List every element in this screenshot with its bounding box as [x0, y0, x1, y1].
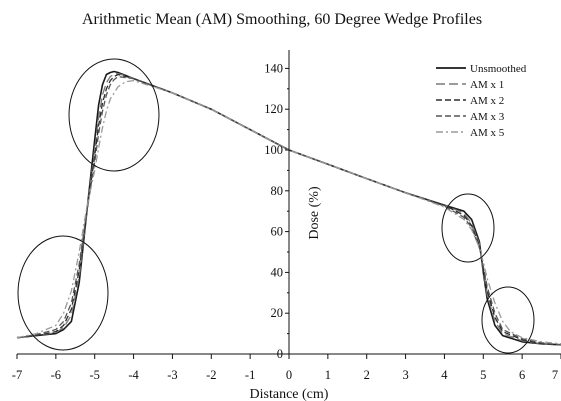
x-tick-label: -1	[245, 368, 255, 382]
chart-title: Arithmetic Mean (AM) Smoothing, 60 Degre…	[82, 11, 482, 28]
legend: Unsmoothed AM x 1 AM x 2 AM x 3 AM x 5	[436, 63, 527, 139]
x-tick-label: -6	[51, 368, 61, 382]
highlight-circle-bottom-right-toe	[481, 286, 535, 354]
y-tick-label: 80	[271, 184, 284, 198]
x-tick-label: -4	[128, 368, 139, 382]
x-tick-label: 3	[402, 368, 408, 382]
series-line-5	[16, 79, 561, 345]
y-tick-label: 20	[271, 306, 284, 320]
y-tick-label: 0	[277, 347, 283, 361]
plot-lines	[16, 70, 561, 346]
highlight-circle-top-left-shoulder	[68, 58, 160, 172]
legend-label: AM x 3	[470, 111, 505, 123]
legend-label: AM x 5	[470, 127, 505, 139]
x-ticks: -7 -6 -5 -4 -3 -2 -1 0 1 2 3 4 5 6 7	[12, 354, 561, 382]
y-tick-label: 120	[264, 102, 283, 116]
y-ticks: 0 20 40 60 80 100 120 140	[264, 61, 289, 361]
y-axis-title: Dose (%)	[307, 186, 322, 240]
x-tick-label: 6	[519, 368, 525, 382]
x-tick-label: 7	[552, 368, 558, 382]
x-tick-label: 5	[480, 368, 486, 382]
highlight-circles	[17, 58, 535, 354]
y-tick-label: 60	[271, 225, 284, 239]
x-tick-label: 2	[364, 368, 370, 382]
highlight-circle-bottom-left-toe	[17, 235, 109, 351]
x-tick-label: -2	[206, 368, 216, 382]
x-tick-label: -3	[167, 368, 177, 382]
legend-label: AM x 2	[470, 95, 504, 107]
legend-label: AM x 1	[470, 79, 504, 91]
x-tick-label: 0	[286, 368, 292, 382]
x-tick-label: -5	[90, 368, 100, 382]
legend-label: Unsmoothed	[470, 63, 527, 75]
highlight-circle-right-shoulder	[441, 193, 495, 263]
x-tick-label: -7	[12, 368, 22, 382]
y-tick-label: 140	[264, 61, 283, 75]
x-tick-label: 1	[325, 368, 331, 382]
x-axis-title: Distance (cm)	[250, 387, 329, 401]
x-tick-label: 4	[441, 368, 448, 382]
y-tick-label: 40	[271, 265, 284, 279]
y-tick-label: 100	[264, 143, 283, 157]
series-line-4	[16, 75, 561, 346]
